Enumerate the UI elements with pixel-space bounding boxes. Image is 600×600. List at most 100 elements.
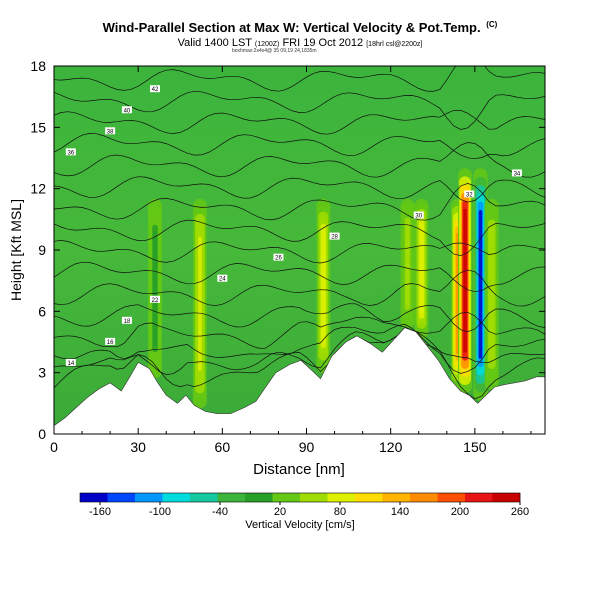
colorbar-swatch <box>492 493 521 502</box>
theta-contour <box>54 66 545 92</box>
y-tick-label: 9 <box>38 242 46 258</box>
colorbar-swatch <box>107 493 136 502</box>
velocity-column <box>316 198 331 374</box>
velocity-column <box>400 198 415 329</box>
theta-contour <box>54 142 545 178</box>
x-axis-label: Distance [nm] <box>253 461 345 478</box>
velocity-cell <box>419 224 424 314</box>
colorbar-tick-label: 20 <box>274 506 286 518</box>
theta-contour <box>54 311 545 350</box>
velocity-field <box>148 168 499 409</box>
theta-contour <box>54 261 545 293</box>
y-tick-label: 3 <box>38 365 46 381</box>
x-tick-label: 90 <box>299 439 315 455</box>
chart-title-text: Wind-Parallel Section at Max W: Vertical… <box>102 20 481 35</box>
copyright-mark: (C) <box>486 20 498 29</box>
velocity-cell <box>321 230 326 342</box>
theta-contour-label: 16 <box>105 337 116 346</box>
theta-contour-label: 40 <box>121 106 132 114</box>
chart-title: Wind-Parallel Section at Max W: Vertical… <box>0 20 600 35</box>
velocity-cell <box>198 236 202 371</box>
colorbar-label: Vertical Velocity [cm/s] <box>245 519 354 531</box>
theta-contour-label: 26 <box>273 253 284 262</box>
theta-contour-label: 34 <box>511 169 522 177</box>
run-info: boxhmax:2x4x4@ 35 09,19 24,1835m <box>232 48 317 54</box>
theta-contour <box>54 327 545 400</box>
colorbar-swatch <box>300 493 328 502</box>
theta-contour-label: 18 <box>121 316 132 325</box>
colorbar-swatch <box>162 493 191 502</box>
theta-contour-label: 32 <box>464 190 475 198</box>
svg-text:18: 18 <box>124 319 131 325</box>
velocity-column <box>473 168 488 401</box>
theta-contour <box>54 176 545 203</box>
valid-time: Valid 1400 LST <box>177 37 252 49</box>
theta-contour-label: 24 <box>217 274 228 283</box>
theta-contour <box>54 133 545 160</box>
colorbar: -160 -100 -40 20 80 140 200 260 <box>79 492 529 518</box>
theta-contour-label: 30 <box>413 211 424 220</box>
theta-contour <box>54 219 545 256</box>
svg-text:16: 16 <box>107 340 114 346</box>
forecast-run: [18hrl csl@2200z] <box>366 41 423 48</box>
svg-text:24: 24 <box>219 277 226 283</box>
colorbar-tick-label: -40 <box>212 506 228 518</box>
velocity-column <box>148 198 163 379</box>
x-axis: 0 30 60 90 120 150 <box>50 66 532 455</box>
colorbar-swatch <box>190 493 218 502</box>
theta-contour <box>54 323 545 374</box>
colorbar-swatch <box>410 493 438 502</box>
colorbar-swatch <box>245 493 273 502</box>
theta-contour-label: 36 <box>65 148 76 156</box>
colorbar-tick-label: 140 <box>391 506 409 518</box>
theta-contour <box>54 327 545 375</box>
theta-contour-label: 28 <box>329 232 340 241</box>
velocity-cell <box>405 222 410 306</box>
colorbar-tick-label: 260 <box>511 506 529 518</box>
colorbar-swatch <box>80 493 108 502</box>
y-tick-label: 12 <box>30 181 46 197</box>
svg-text:22: 22 <box>152 298 159 304</box>
velocity-cell <box>463 208 467 353</box>
valid-date: FRI 19 Oct 2012 <box>282 37 364 49</box>
y-tick-label: 6 <box>38 303 46 319</box>
colorbar-swatch <box>135 493 163 502</box>
x-tick-label: 60 <box>215 439 231 455</box>
theta-contour <box>54 269 545 307</box>
x-tick-label: 30 <box>130 439 146 455</box>
svg-text:34: 34 <box>514 171 521 177</box>
colorbar-tick-label: -100 <box>149 506 171 518</box>
y-tick-label: 18 <box>30 58 46 74</box>
svg-text:14: 14 <box>67 361 74 367</box>
theta-contour-labels: 14 16 18 22 24 26 28 30 32 34 36 38 40 42 <box>65 85 522 367</box>
svg-text:28: 28 <box>331 235 338 241</box>
theta-contour-label: 42 <box>150 85 161 93</box>
terrain <box>53 327 546 435</box>
theta-contour-label: 38 <box>105 127 116 135</box>
theta-contours <box>54 66 545 400</box>
svg-text:38: 38 <box>107 129 114 135</box>
theta-contour <box>54 109 545 135</box>
colorbar-swatch <box>465 493 493 502</box>
colorbar-tick-label: -160 <box>89 506 111 518</box>
x-tick-label: 120 <box>379 439 403 455</box>
velocity-cell <box>478 210 483 359</box>
svg-text:32: 32 <box>466 192 473 198</box>
x-tick-label: 0 <box>50 439 58 455</box>
colorbar-frame <box>79 492 521 503</box>
y-tick-label: 15 <box>30 119 46 135</box>
colorbar-swatch <box>272 493 301 502</box>
valid-time-utc: (1200Z) <box>254 41 280 48</box>
theta-contour <box>54 183 545 221</box>
x-tick-label: 150 <box>463 439 487 455</box>
colorbar-swatch <box>217 493 246 502</box>
theta-contour <box>54 240 545 264</box>
chart-subtitle: Valid 1400 LST (1200Z) FRI 19 Oct 2012 [… <box>0 37 600 49</box>
colorbar-swatch <box>437 493 466 502</box>
y-axis-label: Height [Kft MSL] <box>8 199 24 301</box>
y-tick-label: 0 <box>38 426 46 442</box>
svg-text:26: 26 <box>275 256 282 262</box>
theta-contour <box>54 303 545 333</box>
